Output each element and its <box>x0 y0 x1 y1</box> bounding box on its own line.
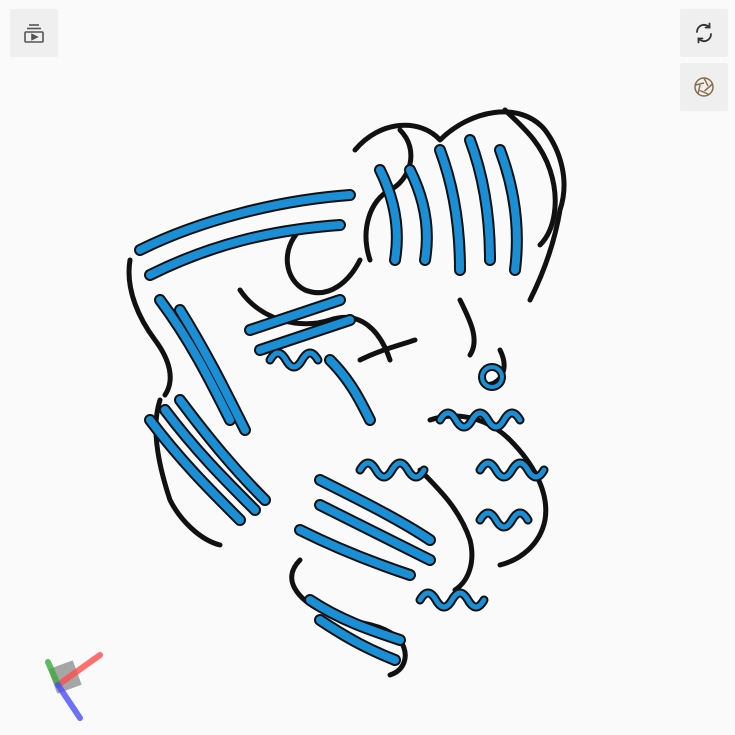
screenshot-button[interactable] <box>680 63 728 111</box>
z-axis <box>55 682 83 721</box>
camera-aperture-icon <box>692 75 716 99</box>
layers-play-icon <box>22 21 46 45</box>
layers-menu-button[interactable] <box>10 9 58 57</box>
toggle-spin-button[interactable] <box>680 9 728 57</box>
rotate-arrows-icon <box>692 21 716 45</box>
x-axis <box>55 652 103 688</box>
y-axis <box>45 659 61 688</box>
orientation-axes <box>45 652 103 721</box>
